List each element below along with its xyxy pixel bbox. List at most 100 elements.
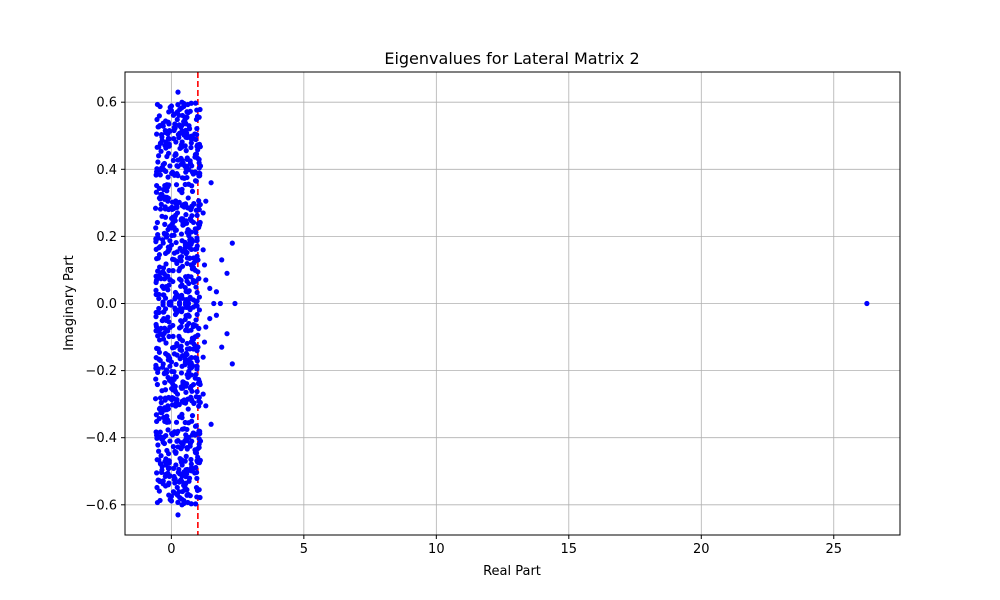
data-point: [177, 336, 183, 342]
data-point: [167, 355, 173, 361]
data-point: [203, 277, 209, 283]
data-point: [183, 169, 189, 175]
data-point: [179, 144, 185, 150]
data-point: [178, 231, 185, 237]
data-point: [191, 400, 197, 406]
data-point: [174, 116, 180, 123]
data-point: [193, 431, 199, 437]
data-point: [156, 305, 162, 312]
data-point: [184, 346, 190, 352]
data-point: [175, 512, 181, 518]
data-point: [186, 320, 192, 327]
data-point: [166, 333, 172, 340]
data-point: [156, 245, 162, 251]
data-point: [189, 133, 195, 139]
data-point: [156, 124, 162, 130]
data-point: [164, 144, 170, 150]
data-point: [175, 89, 181, 95]
data-point: [160, 439, 166, 445]
data-point: [193, 284, 199, 290]
data-point: [170, 489, 177, 495]
data-point: [176, 122, 182, 128]
data-point: [176, 276, 183, 282]
data-point: [181, 103, 187, 110]
data-point: [154, 345, 160, 351]
data-point: [208, 421, 214, 427]
data-point: [178, 283, 184, 289]
data-point: [197, 428, 203, 434]
data-point: [161, 325, 168, 331]
x-tick-label: 25: [825, 542, 842, 557]
data-point: [183, 304, 189, 311]
data-point: [158, 201, 164, 207]
data-point: [203, 403, 209, 409]
data-point: [183, 212, 189, 218]
data-point: [160, 361, 166, 367]
data-point: [169, 206, 175, 212]
data-point: [157, 429, 163, 435]
data-point: [177, 245, 183, 251]
data-point: [207, 285, 213, 292]
data-point: [170, 112, 177, 118]
data-point: [185, 374, 191, 380]
data-point: [154, 484, 160, 491]
data-point: [157, 395, 164, 401]
data-point: [154, 116, 160, 123]
data-point: [182, 181, 188, 188]
data-point: [173, 419, 180, 425]
data-point: [181, 175, 187, 181]
data-point: [171, 351, 178, 357]
data-point: [153, 236, 159, 242]
data-point: [156, 477, 162, 483]
data-point: [185, 301, 192, 307]
data-point: [180, 220, 186, 226]
data-point: [162, 418, 168, 425]
data-point: [153, 376, 159, 382]
data-point: [167, 438, 173, 444]
data-point: [189, 413, 196, 419]
data-point: [167, 246, 173, 252]
data-point: [172, 480, 178, 486]
data-point: [196, 222, 203, 228]
data-point: [207, 315, 213, 322]
data-point: [183, 250, 189, 257]
data-point: [162, 194, 168, 200]
data-point: [153, 287, 159, 293]
data-point: [162, 221, 168, 227]
data-point: [179, 502, 185, 508]
data-point: [174, 484, 180, 491]
data-point: [154, 131, 160, 137]
data-point: [179, 398, 185, 404]
data-point: [196, 114, 202, 120]
data-point: [208, 180, 214, 186]
data-point: [167, 277, 173, 283]
x-tick-label: 5: [300, 542, 308, 557]
data-point: [183, 134, 189, 140]
data-point: [164, 413, 170, 419]
data-point: [155, 159, 161, 165]
data-point: [165, 174, 171, 180]
data-point: [155, 369, 161, 376]
data-point: [173, 389, 179, 395]
data-point: [167, 163, 173, 169]
data-point: [193, 136, 199, 143]
data-point: [200, 354, 206, 360]
data-point: [193, 303, 199, 309]
data-point: [192, 154, 198, 160]
data-point: [184, 155, 190, 161]
data-point: [175, 163, 181, 170]
data-point: [189, 188, 196, 194]
data-point: [173, 151, 179, 157]
data-point: [192, 100, 199, 106]
data-point: [201, 339, 208, 345]
data-point: [157, 103, 163, 110]
data-point: [193, 278, 199, 284]
data-point: [183, 467, 189, 473]
data-point: [158, 400, 164, 406]
data-point: [158, 407, 164, 413]
data-point: [174, 291, 180, 297]
data-point: [185, 499, 191, 506]
data-point: [160, 292, 166, 298]
data-point: [183, 481, 189, 487]
data-point: [166, 419, 172, 425]
